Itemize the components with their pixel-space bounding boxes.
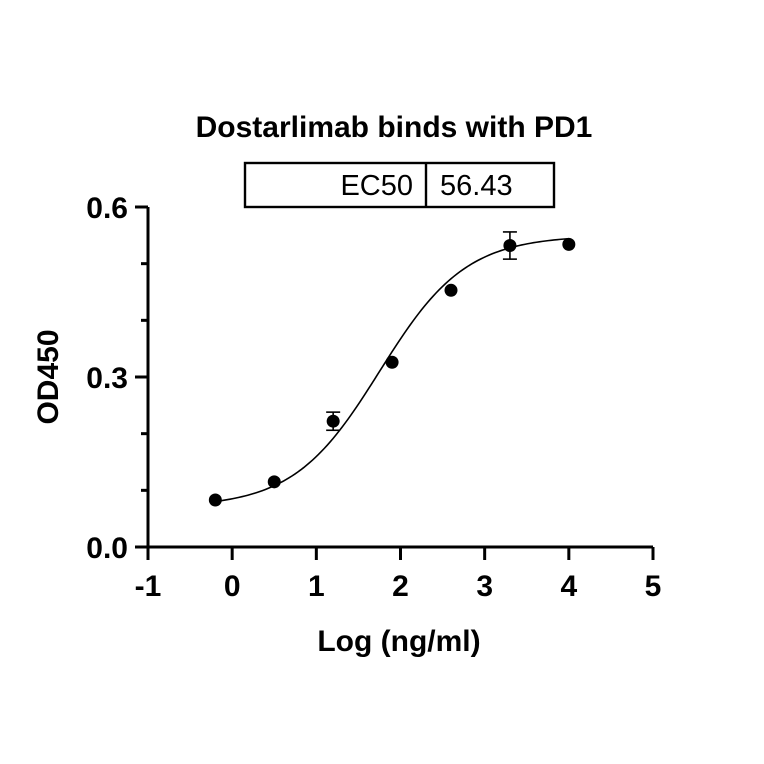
data-point — [562, 237, 576, 251]
data-point — [326, 414, 340, 428]
x-tick-label: 0 — [224, 570, 241, 603]
y-tick-label: 0.6 — [86, 192, 128, 225]
x-axis-ticks: -1 0 1 2 3 4 5 — [135, 547, 662, 603]
x-tick-label: 1 — [308, 570, 325, 603]
ec50-table-border — [243, 161, 556, 209]
y-axis-title: OD450 — [32, 329, 65, 424]
x-tick-label: -1 — [135, 570, 162, 603]
x-tick-label: 5 — [645, 570, 662, 603]
ec50-value: 56.43 — [440, 170, 513, 202]
fit-curve — [215, 237, 569, 503]
ec50-table: EC50 56.43 — [243, 161, 556, 209]
x-tick-label: 2 — [392, 570, 409, 603]
x-tick-label: 3 — [476, 570, 493, 603]
x-tick-label: 4 — [560, 570, 577, 603]
x-axis-title: Log (ng/ml) — [317, 625, 480, 658]
data-point — [267, 475, 281, 489]
data-point — [385, 355, 399, 369]
data-points — [208, 231, 576, 507]
data-point — [208, 493, 222, 507]
ec50-label: EC50 — [340, 170, 413, 202]
y-axis-ticks: 0.0 0.3 0.6 — [86, 192, 148, 565]
data-point — [503, 239, 517, 253]
y-tick-label: 0.0 — [86, 532, 128, 565]
y-tick-label: 0.3 — [86, 362, 128, 395]
chart-title: Dostarlimab binds with PD1 — [196, 111, 593, 144]
data-point — [444, 283, 458, 297]
